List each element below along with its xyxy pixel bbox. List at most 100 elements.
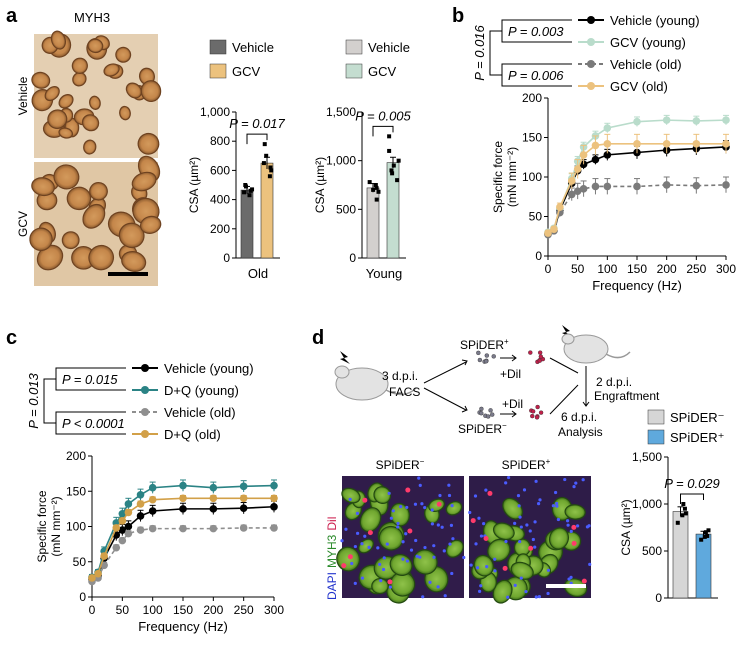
legend-old: Vehicle GCV <box>209 39 274 79</box>
x-tick-label: 250 <box>686 262 706 276</box>
cell-dot <box>479 406 484 412</box>
nucleus <box>531 537 535 542</box>
nucleus <box>533 545 537 549</box>
nucleus <box>432 555 436 559</box>
cell-dot <box>528 350 533 355</box>
dil-cell <box>487 490 493 496</box>
data-point <box>179 481 187 490</box>
myofiber <box>139 215 162 234</box>
cell-dot <box>530 409 536 414</box>
myofiber <box>118 222 145 249</box>
data-point <box>148 495 157 504</box>
donor-mouse-icon <box>334 365 417 401</box>
data-point <box>88 574 96 582</box>
cell-dot <box>537 350 543 355</box>
nucleus <box>355 531 360 535</box>
nucleus <box>423 506 427 510</box>
series-d-q-old- <box>88 494 278 582</box>
nucleus <box>519 576 523 580</box>
legend-swatch-spider-pos <box>647 429 665 445</box>
nucleus <box>534 479 538 483</box>
nucleus <box>479 534 484 538</box>
legend-marker <box>587 16 595 24</box>
data-point <box>209 494 218 503</box>
data-point <box>633 182 641 191</box>
nucleus <box>506 595 510 599</box>
dil-cell <box>483 536 489 542</box>
nucleus <box>423 545 427 550</box>
x-axis-label: Young <box>366 266 402 281</box>
nucleus <box>450 504 454 508</box>
nucleus <box>451 537 455 541</box>
scale-bar <box>108 272 148 276</box>
nucleus <box>533 520 537 524</box>
data-point <box>136 512 145 520</box>
dil-label-2: +Dil <box>502 397 523 411</box>
myofiber <box>564 504 586 520</box>
nucleus <box>401 557 405 561</box>
step-facs: FACS <box>389 385 420 399</box>
nucleus <box>473 494 478 498</box>
nucleus <box>569 529 573 533</box>
data-point <box>270 502 278 511</box>
panel-letter-a: a <box>6 5 18 27</box>
nucleus <box>428 580 432 584</box>
legend-label: Vehicle (old) <box>164 405 236 420</box>
data-point <box>662 181 671 189</box>
panel-letter-b: b <box>452 5 464 27</box>
nucleus <box>546 591 550 596</box>
data-point <box>390 171 395 176</box>
x-axis-label: Frequency (Hz) <box>138 619 228 634</box>
nucleus <box>399 504 403 509</box>
nucleus <box>513 521 517 525</box>
spider-neg-label: SPiDER− <box>458 421 507 436</box>
y-tick-label: 500 <box>336 202 356 216</box>
nucleus <box>348 497 352 501</box>
nucleus <box>555 504 559 508</box>
p-value-young: P = 0.003 <box>508 24 564 39</box>
nucleus <box>382 556 386 560</box>
data-point <box>209 505 218 513</box>
nucleus <box>442 549 446 553</box>
image-title-pos: SPiDER+ <box>502 457 551 472</box>
nucleus <box>513 583 517 587</box>
myofiber <box>548 527 570 550</box>
data-point <box>703 530 708 535</box>
data-point <box>387 148 392 153</box>
data-point <box>239 494 248 503</box>
data-point <box>373 183 378 187</box>
nucleus <box>432 544 436 548</box>
dil-cell <box>571 524 577 530</box>
data-point <box>148 507 157 515</box>
cell-dot <box>491 354 496 359</box>
nucleus <box>440 525 444 529</box>
nucleus <box>477 516 481 520</box>
cell-dot <box>479 411 484 416</box>
data-point <box>136 490 145 499</box>
legend-marker <box>587 82 595 90</box>
nucleus <box>478 589 482 593</box>
dil-label-1: +Dil <box>500 367 521 381</box>
nucleus <box>474 542 478 546</box>
x-tick-label: 250 <box>234 603 254 617</box>
data-point <box>269 168 274 173</box>
data-point <box>396 158 401 163</box>
dil-cell <box>341 563 347 569</box>
stain-label: MYH3 <box>74 10 110 25</box>
nucleus <box>469 563 473 567</box>
nucleus <box>519 525 523 529</box>
dil-cell <box>367 530 373 536</box>
myofiber <box>47 109 68 129</box>
x-tick-label: 300 <box>264 603 284 617</box>
series-vehicle-old- <box>88 524 278 586</box>
myofiber <box>29 227 53 252</box>
cell-dot <box>490 412 495 417</box>
data-point <box>239 504 248 512</box>
data-point <box>692 140 701 148</box>
data-point <box>591 155 600 164</box>
nucleus <box>536 501 541 506</box>
nucleus <box>448 542 452 546</box>
data-point <box>270 524 278 532</box>
nucleus <box>449 523 454 527</box>
cell-dot <box>535 404 540 410</box>
